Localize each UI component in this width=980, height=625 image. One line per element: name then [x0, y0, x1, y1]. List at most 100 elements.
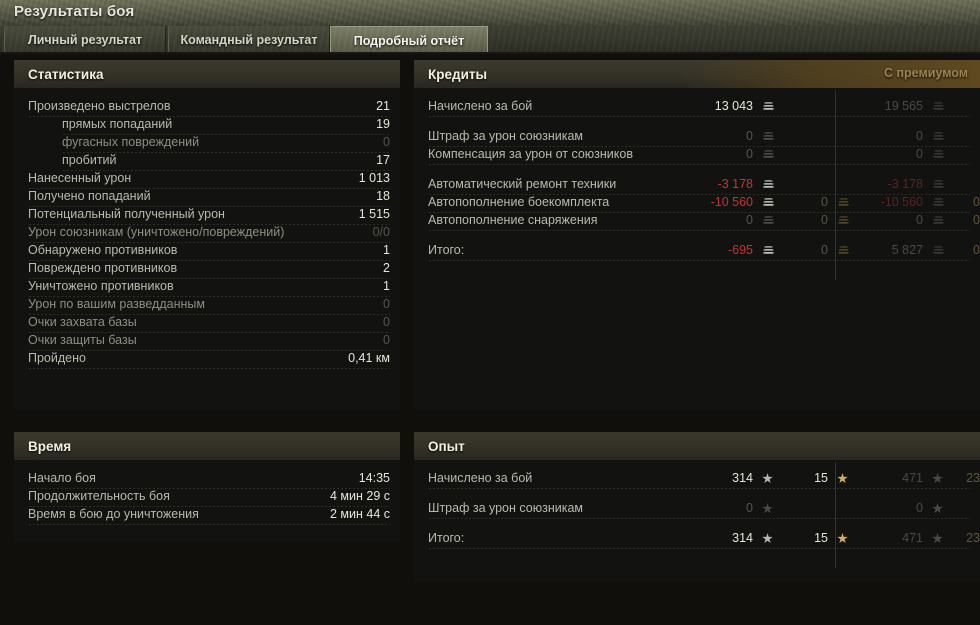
statistics-label: Пройдено: [28, 351, 86, 365]
experience-premium-free-value: 23: [966, 531, 980, 545]
experience-base-value: 314: [732, 531, 753, 545]
credits-icon: [933, 198, 944, 207]
credits-column-divider: [835, 90, 836, 280]
experience-label: Итого:: [428, 531, 465, 545]
credits-base-value: 13 043: [714, 99, 753, 113]
statistics-label: Потенциальный полученный урон: [28, 207, 225, 221]
row-dotted-separator: [62, 170, 390, 171]
statistics-value: 1: [383, 243, 390, 257]
statistics-label: Нанесенный урон: [28, 171, 132, 185]
credits-base-value: 0: [746, 147, 753, 161]
credits-icon: [763, 246, 774, 255]
row-dotted-separator: [428, 230, 970, 231]
credits-base-value: -10 560: [710, 195, 753, 209]
credits-base-value: -695: [727, 243, 753, 257]
panel-time-header: Время: [14, 432, 400, 460]
row-dotted-separator: [428, 116, 970, 117]
statistics-row: прямых попаданий 19: [14, 116, 400, 135]
page-title: Результаты боя: [14, 3, 135, 20]
credits-label: Компенсация за урон от союзников: [428, 147, 633, 161]
credits-premium-value: 0: [916, 129, 923, 143]
row-dotted-separator: [428, 488, 970, 489]
statistics-row: Пройдено 0,41 км: [14, 350, 400, 369]
tab-3[interactable]: Подробный отчёт: [330, 26, 488, 54]
row-dotted-separator: [28, 278, 390, 279]
experience-premium-value: 0: [916, 501, 923, 515]
credits-icon: [933, 180, 944, 189]
xp-star-icon: [762, 533, 773, 544]
xp-star-icon: [932, 503, 943, 514]
row-spacer: [414, 116, 980, 128]
statistics-row: Произведено выстрелов 21: [14, 98, 400, 117]
tab-2[interactable]: Командный результат: [168, 26, 330, 54]
row-dotted-separator: [28, 224, 390, 225]
panel-statistics-body: Произведено выстрелов 21 прямых попаданий 1…: [14, 88, 400, 369]
statistics-row: Уничтожено противников 1: [14, 278, 400, 297]
credits-base-gold-value: 0: [821, 213, 828, 227]
row-dotted-separator: [62, 152, 390, 153]
xp-star-icon: [762, 473, 773, 484]
xp-star-icon: [932, 473, 943, 484]
credits-premium-value: 0: [916, 147, 923, 161]
statistics-label: Уничтожено противников: [28, 279, 174, 293]
credits-premium-gold-value: 0: [973, 213, 980, 227]
statistics-label: Повреждено противников: [28, 261, 178, 275]
tab-label: Подробный отчёт: [353, 33, 465, 48]
statistics-value: 0: [383, 315, 390, 329]
statistics-row: Очки захвата базы 0: [14, 314, 400, 333]
statistics-value: 0: [383, 333, 390, 347]
credits-icon: [763, 198, 774, 207]
time-row: Продолжительность боя 4 мин 29 с: [14, 488, 400, 507]
credits-label: Начислено за бой: [428, 99, 533, 113]
panel-credits-title: Кредиты: [428, 66, 488, 82]
credits-premium-value: 5 827: [891, 243, 923, 257]
tab-bar: Личный результат Командный результат Подро…: [0, 26, 980, 54]
statistics-row: Очки защиты базы 0: [14, 332, 400, 351]
row-dotted-separator: [28, 116, 390, 117]
credits-icon: [933, 150, 944, 159]
row-dotted-separator: [428, 260, 970, 261]
credits-icon: [933, 102, 944, 111]
row-dotted-separator: [28, 188, 390, 189]
experience-label: Начислено за бой: [428, 471, 533, 485]
statistics-row: Обнаружено противников 1: [14, 242, 400, 261]
row-dotted-separator: [28, 368, 390, 369]
statistics-row: Урон по вашим разведданным 0: [14, 296, 400, 315]
tab-label: Личный результат: [27, 33, 143, 47]
statistics-value: 0,41 км: [348, 351, 390, 365]
statistics-row: Нанесенный урон 1 013: [14, 170, 400, 189]
panel-credits-header: Кредиты С премиумом: [414, 60, 980, 88]
credits-icon: [933, 132, 944, 141]
time-label: Время в бою до уничтожения: [28, 507, 199, 521]
row-dotted-separator: [28, 314, 390, 315]
credits-icon: [933, 246, 944, 255]
experience-row: Начислено за бой 314 15 471 23: [414, 470, 980, 489]
statistics-value: 19: [376, 117, 390, 131]
statistics-row: Повреждено противников 2: [14, 260, 400, 279]
experience-row: Итого: 314 15 471 23: [414, 530, 980, 549]
gold-icon: [838, 198, 849, 207]
statistics-value: 0: [383, 135, 390, 149]
statistics-value: 1: [383, 279, 390, 293]
statistics-label: Обнаружено противников: [28, 243, 178, 257]
row-dotted-separator: [428, 164, 970, 165]
panel-time-body: Начало боя 14:35 Продолжительность боя 4 ми…: [14, 460, 400, 525]
panel-time: Время Начало боя 14:35 Продолжительность б…: [14, 432, 400, 542]
statistics-label: Очки защиты базы: [28, 333, 137, 347]
experience-label: Штраф за урон союзникам: [428, 501, 584, 515]
credits-base-value: 0: [746, 129, 753, 143]
experience-free-value: 15: [814, 471, 828, 485]
experience-base-value: 314: [732, 471, 753, 485]
panel-statistics: Статистика Произведено выстрелов 21 прямых…: [14, 60, 400, 410]
credits-icon: [763, 216, 774, 225]
experience-base-value: 0: [746, 501, 753, 515]
experience-premium-free-value: 23: [966, 471, 980, 485]
row-dotted-separator: [428, 194, 970, 195]
panel-experience-body: Начислено за бой 314 15 471 23 Штраф за урон …: [414, 460, 980, 568]
tab-1[interactable]: Личный результат: [4, 26, 166, 54]
credits-premium-value: -10 560: [880, 195, 923, 209]
statistics-label: Произведено выстрелов: [28, 99, 171, 113]
statistics-label: Урон по вашим разведданным: [28, 297, 205, 311]
credits-icon: [763, 150, 774, 159]
experience-premium-value: 471: [902, 471, 923, 485]
